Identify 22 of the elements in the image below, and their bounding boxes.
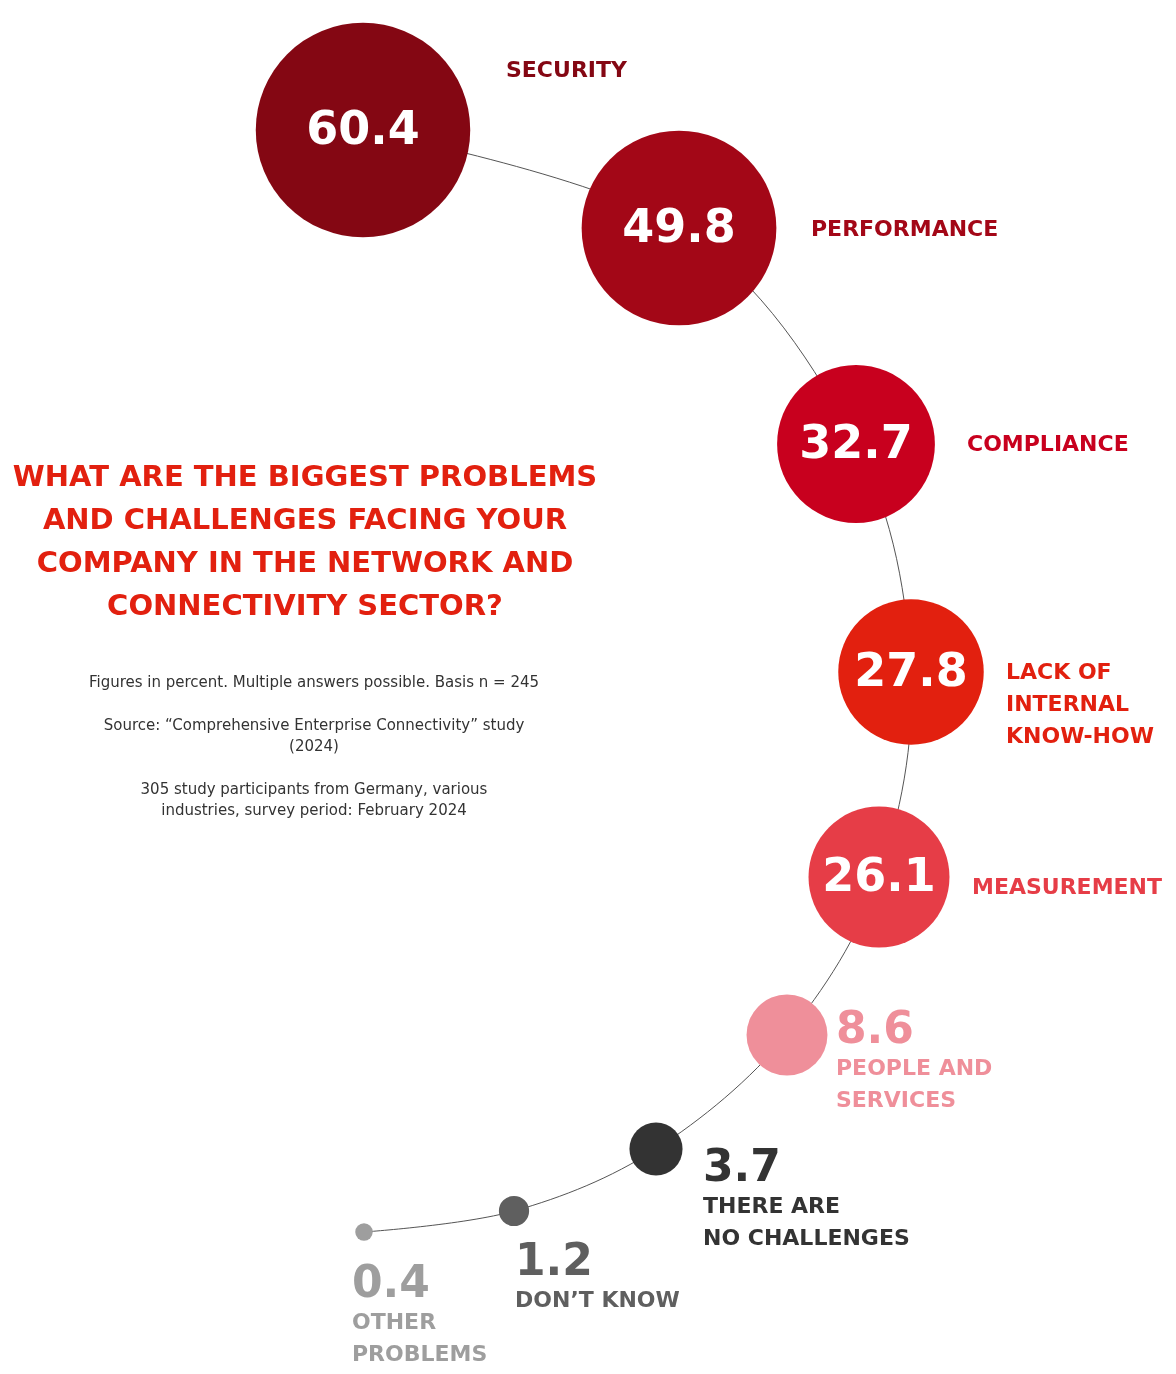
category-label: MEASUREMENT — [972, 874, 1162, 899]
data-label: 0.4 — [352, 1256, 430, 1307]
category-label: COMPLIANCE — [967, 431, 1129, 456]
data-label: 49.8 — [622, 199, 736, 253]
category-label: DON’T KNOW — [515, 1287, 680, 1312]
text: WHAT ARE THE BIGGEST PROBLEMS AND CHALLENGES FACING YOUR COMPANY IN THE NETWORK AND CONNECTIVITY SECTOR? — [12, 459, 598, 622]
data-label: 26.1 — [822, 848, 936, 902]
data-label: 8.6 — [836, 1002, 914, 1053]
category-label: THERE ARE NO CHALLENGES — [703, 1193, 910, 1250]
source-note: Source: “Comprehensive Enterprise Connectivity” study (2024) — [103, 716, 525, 755]
category-label: SECURITY — [506, 57, 629, 82]
text: Figures in percent. Multiple answers possible. Basis n = 245 — [88, 673, 540, 691]
data-label: 27.8 — [854, 643, 968, 697]
text: 305 study participants from Germany, various industries, survey period: February 2024 — [140, 780, 488, 819]
data-label: 1.2 — [515, 1234, 593, 1285]
data-label: 3.7 — [703, 1140, 781, 1191]
data-label: 60.4 — [306, 101, 420, 155]
category-label: PERFORMANCE — [811, 216, 999, 241]
data-label: 32.7 — [799, 415, 913, 469]
category-label: PEOPLE AND SERVICES — [836, 1055, 993, 1112]
category-label: OTHER PROBLEMS — [352, 1309, 488, 1366]
category-label: LACK OF INTERNAL KNOW-HOW — [1006, 659, 1154, 748]
